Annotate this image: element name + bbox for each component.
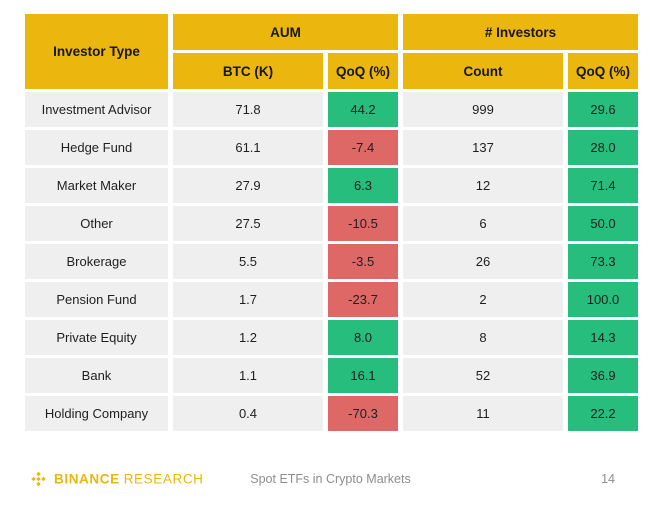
investor-type-cell: Investment Advisor [25, 92, 168, 127]
btc-cell: 1.2 [173, 320, 323, 355]
aum-qoq-cell: -70.3 [328, 396, 398, 431]
investor-type-cell: Bank [25, 358, 168, 393]
aum-qoq-cell: 16.1 [328, 358, 398, 393]
inv-qoq-cell: 71.4 [568, 168, 638, 203]
slide-footer: BINANCE RESEARCH Spot ETFs in Crypto Mark… [0, 462, 661, 496]
btc-cell: 27.5 [173, 206, 323, 241]
inv-qoq-cell: 100.0 [568, 282, 638, 317]
report-title: Spot ETFs in Crypto Markets [250, 472, 411, 486]
header-investor-type: Investor Type [25, 14, 168, 89]
header-investors-group: # Investors [403, 14, 638, 50]
header-aum-qoq-col: QoQ (%) [328, 53, 398, 89]
binance-research-brand: BINANCE RESEARCH [30, 471, 204, 488]
header-count-col: Count [403, 53, 563, 89]
aum-qoq-cell: 6.3 [328, 168, 398, 203]
count-cell: 12 [403, 168, 563, 203]
header-btc-col: BTC (K) [173, 53, 323, 89]
count-cell: 11 [403, 396, 563, 431]
btc-cell: 71.8 [173, 92, 323, 127]
btc-cell: 27.9 [173, 168, 323, 203]
inv-qoq-cell: 22.2 [568, 396, 638, 431]
investor-type-cell: Pension Fund [25, 282, 168, 317]
count-cell: 26 [403, 244, 563, 279]
btc-cell: 5.5 [173, 244, 323, 279]
aum-qoq-cell: -3.5 [328, 244, 398, 279]
investor-type-cell: Private Equity [25, 320, 168, 355]
count-cell: 999 [403, 92, 563, 127]
inv-qoq-cell: 73.3 [568, 244, 638, 279]
aum-qoq-cell: 8.0 [328, 320, 398, 355]
btc-cell: 1.1 [173, 358, 323, 393]
btc-cell: 61.1 [173, 130, 323, 165]
brand-research: RESEARCH [123, 471, 204, 487]
investor-type-cell: Brokerage [25, 244, 168, 279]
btc-cell: 1.7 [173, 282, 323, 317]
investor-type-cell: Holding Company [25, 396, 168, 431]
count-cell: 6 [403, 206, 563, 241]
aum-qoq-cell: -23.7 [328, 282, 398, 317]
inv-qoq-cell: 28.0 [568, 130, 638, 165]
count-cell: 8 [403, 320, 563, 355]
brand-binance: BINANCE [54, 471, 120, 487]
aum-qoq-cell: -10.5 [328, 206, 398, 241]
aum-qoq-cell: 44.2 [328, 92, 398, 127]
investor-type-cell: Hedge Fund [25, 130, 168, 165]
investor-type-cell: Market Maker [25, 168, 168, 203]
header-inv-qoq-col: QoQ (%) [568, 53, 638, 89]
investor-type-cell: Other [25, 206, 168, 241]
page-number: 14 [601, 472, 615, 486]
inv-qoq-cell: 29.6 [568, 92, 638, 127]
count-cell: 52 [403, 358, 563, 393]
count-cell: 2 [403, 282, 563, 317]
investor-table: Investor Type AUM # Investors BTC (K) Qo… [25, 14, 638, 431]
brand-wordmark: BINANCE RESEARCH [54, 472, 204, 487]
count-cell: 137 [403, 130, 563, 165]
binance-logo-icon [30, 471, 47, 488]
inv-qoq-cell: 50.0 [568, 206, 638, 241]
aum-qoq-cell: -7.4 [328, 130, 398, 165]
btc-cell: 0.4 [173, 396, 323, 431]
inv-qoq-cell: 36.9 [568, 358, 638, 393]
inv-qoq-cell: 14.3 [568, 320, 638, 355]
header-aum-group: AUM [173, 14, 398, 50]
